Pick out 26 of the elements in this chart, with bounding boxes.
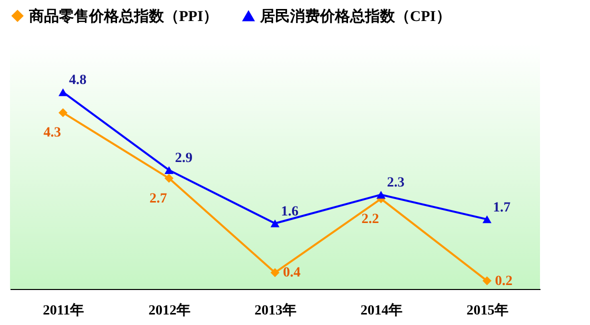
legend-label: 居民消费价格总指数（CPI） [259, 8, 451, 26]
data-label: 0.2 [495, 274, 512, 289]
data-label: 4.3 [44, 126, 61, 141]
point [270, 220, 280, 228]
x-tick-label: 2012年 [148, 302, 190, 318]
data-label: 2.9 [175, 151, 192, 166]
point [376, 190, 386, 199]
point [482, 276, 492, 286]
point [164, 174, 174, 183]
x-tick-label: 2014年 [360, 302, 402, 318]
data-label: 4.8 [69, 73, 86, 88]
data-label: 2.3 [387, 176, 404, 191]
legend-label: 商品零售价格总指数（PPI） [28, 6, 218, 25]
point [482, 215, 492, 224]
data-label: 1.6 [281, 204, 298, 220]
data-label: 1.7 [493, 200, 510, 216]
point [58, 108, 68, 118]
point [270, 268, 280, 278]
data-label: 2.7 [150, 191, 167, 206]
x-tick-label: 2011年 [42, 302, 84, 318]
x-tick-label: 2015年 [466, 302, 508, 318]
data-label: 0.4 [283, 266, 300, 281]
data-label: 2.2 [362, 212, 379, 227]
point [164, 166, 174, 174]
x-tick-label: 2013年 [254, 302, 296, 318]
point [58, 88, 68, 96]
